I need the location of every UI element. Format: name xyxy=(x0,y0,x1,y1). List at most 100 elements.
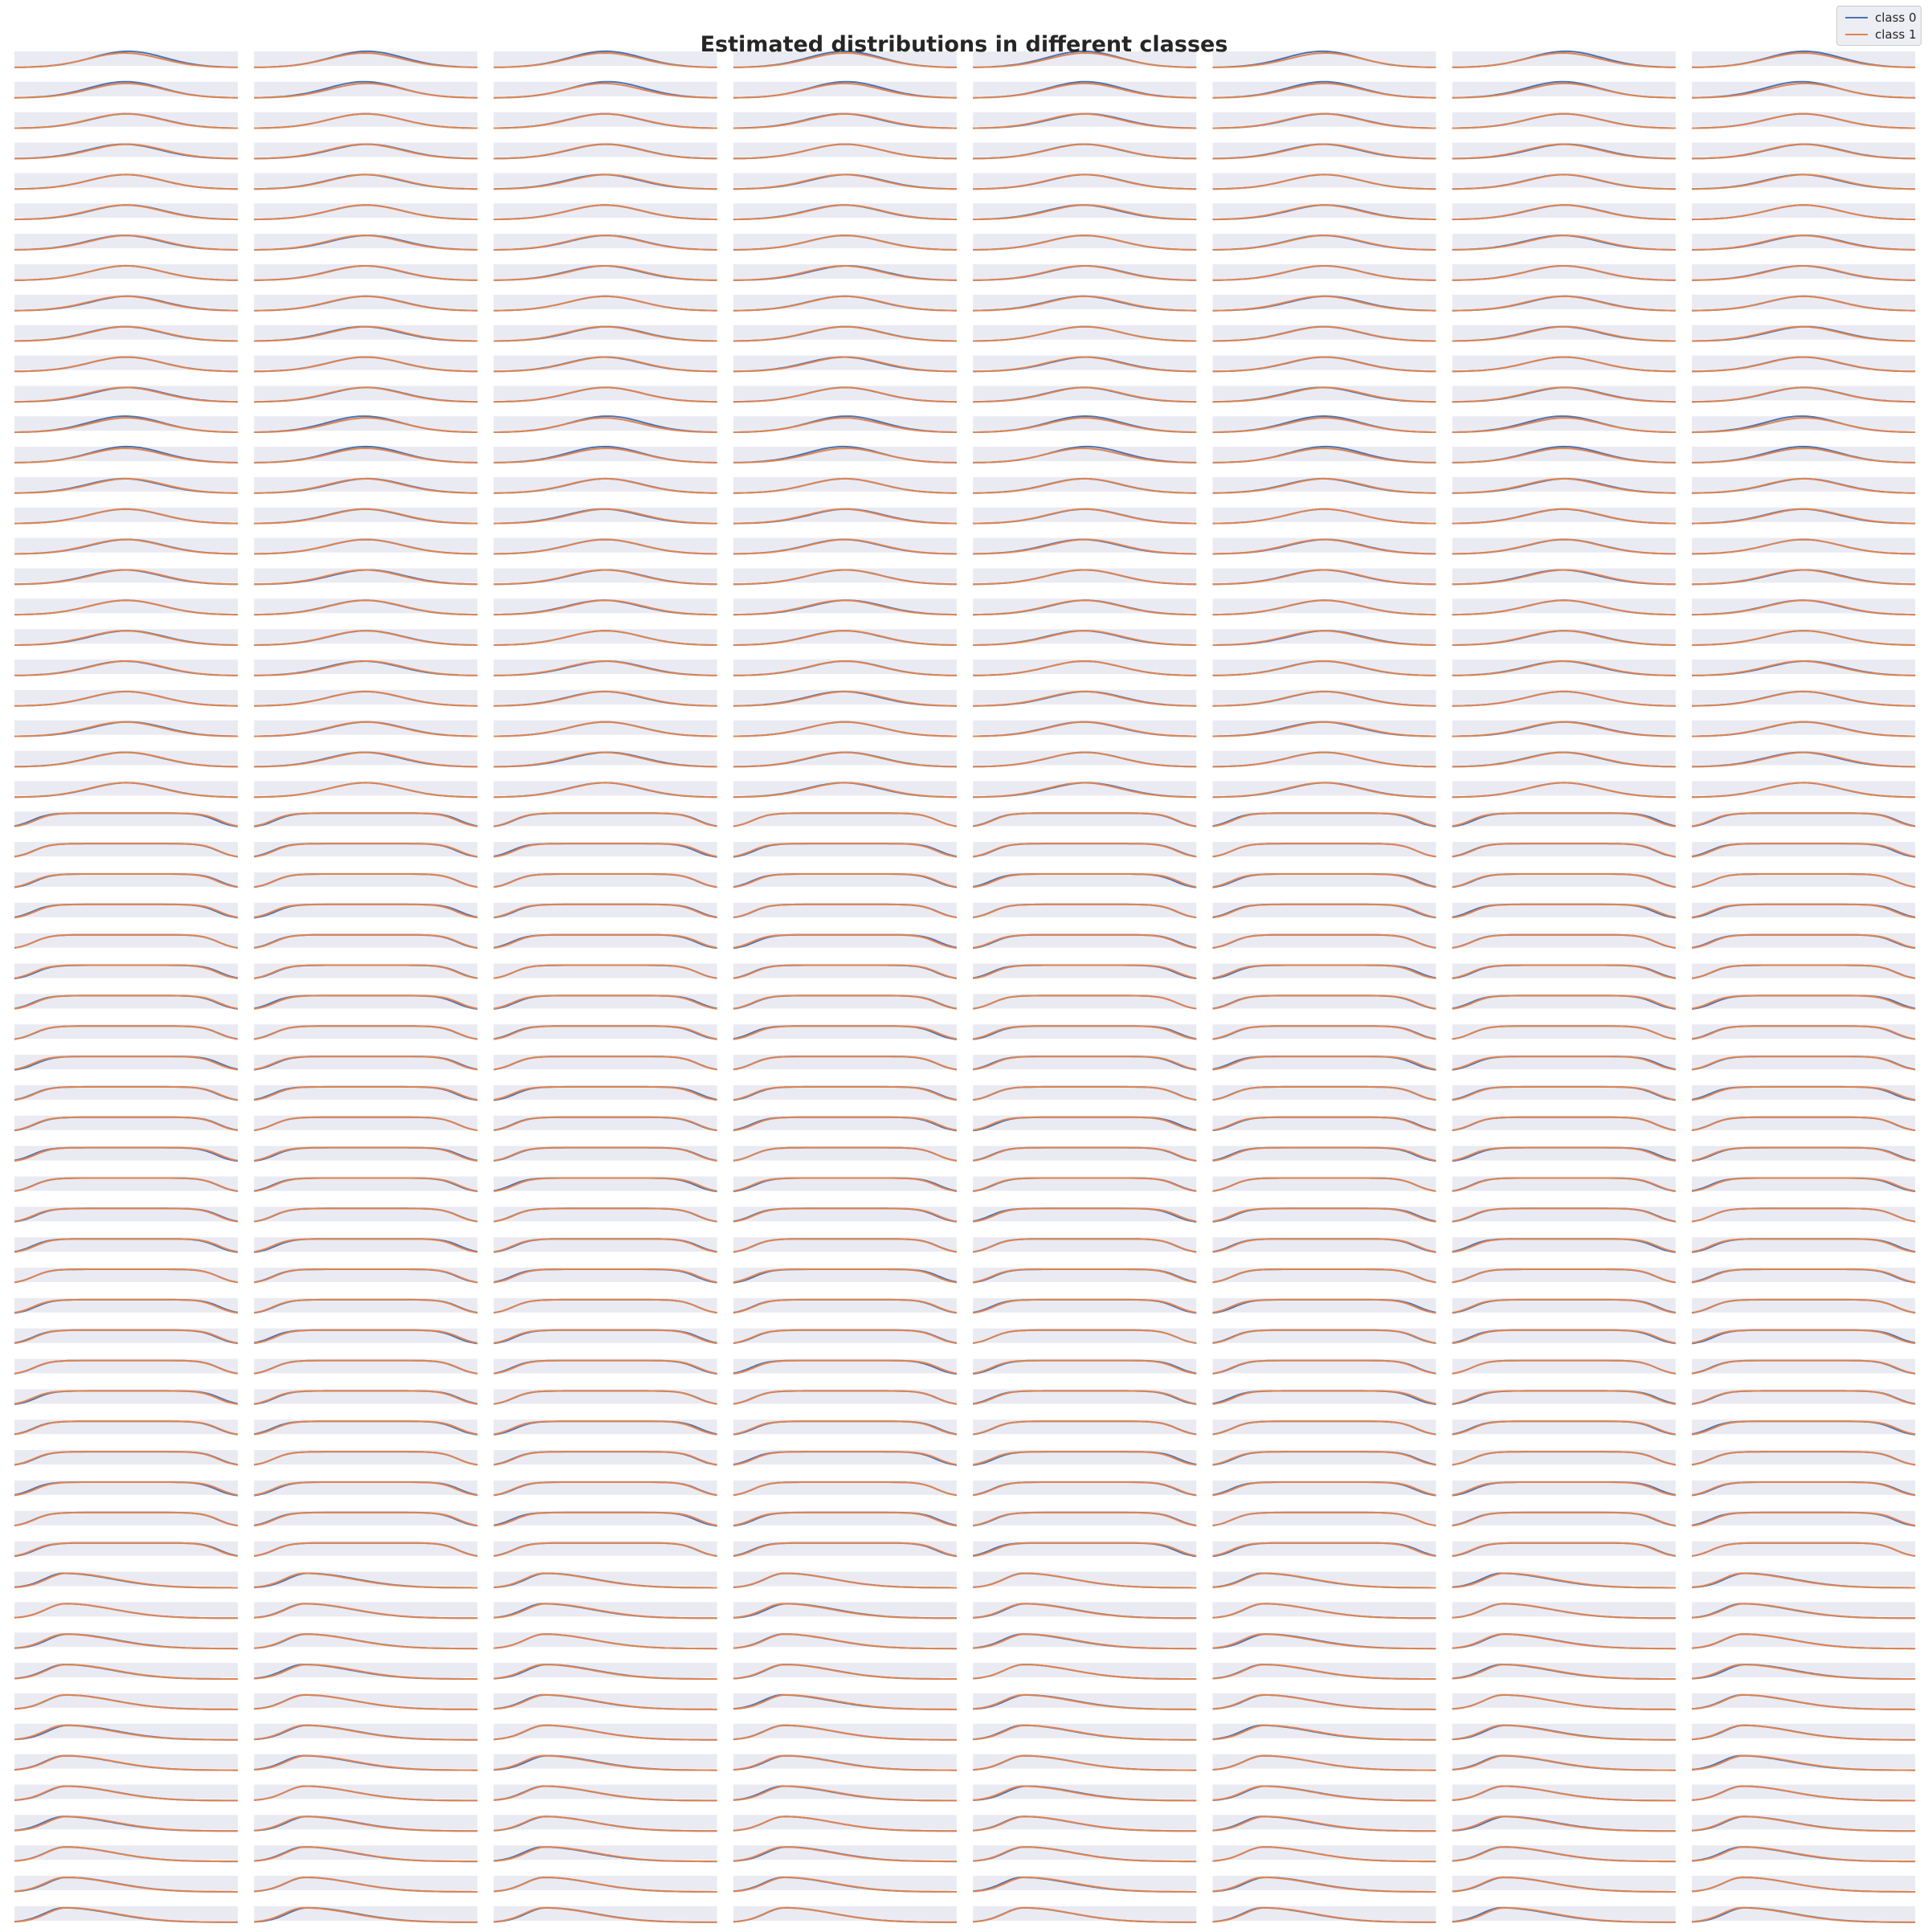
density-line-class-1 xyxy=(14,1390,239,1405)
panel-background xyxy=(1692,1176,1916,1191)
panel-background xyxy=(1692,1358,1916,1374)
density-line-class-1 xyxy=(733,82,957,99)
panel-background xyxy=(733,1207,957,1222)
density-line-class-1 xyxy=(14,1359,239,1374)
density-line-class-1 xyxy=(493,1603,717,1620)
density-line-class-1 xyxy=(14,1420,239,1436)
density-line-class-1 xyxy=(493,235,717,251)
panel-background xyxy=(973,1754,1197,1769)
panel-background xyxy=(254,1084,478,1100)
density-line-class-1 xyxy=(14,1846,238,1863)
panel-background xyxy=(1692,1876,1916,1890)
panel-background xyxy=(973,811,1197,827)
panel-background xyxy=(254,1115,478,1130)
density-line-class-1 xyxy=(493,903,717,919)
panel-background xyxy=(1212,1815,1436,1830)
density-line-class-1 xyxy=(254,52,478,68)
density-line-class-1 xyxy=(733,1298,958,1314)
density-line-class-1 xyxy=(254,265,478,281)
density-line-class-1 xyxy=(1212,1298,1436,1314)
panel-background xyxy=(973,963,1197,978)
panel-background xyxy=(1452,1268,1676,1282)
density-line-class-1 xyxy=(1212,903,1436,919)
density-line-class-1 xyxy=(254,1511,478,1527)
density-line-class-1 xyxy=(1452,295,1676,312)
density-line-class-1 xyxy=(1212,325,1436,342)
panel-background xyxy=(973,1602,1197,1617)
density-line-class-1 xyxy=(973,1846,1197,1863)
panel-background xyxy=(733,1084,957,1100)
panel-background xyxy=(1212,933,1436,948)
density-line-class-1 xyxy=(1452,1390,1676,1405)
density-line-class-1 xyxy=(733,174,957,190)
density-line-class-1 xyxy=(733,1238,958,1253)
panel-background xyxy=(1692,1510,1916,1526)
density-line-class-1 xyxy=(973,1754,1197,1771)
panel-background xyxy=(733,1845,957,1861)
density-line-class-1 xyxy=(1692,204,1916,221)
density-line-class-1 xyxy=(1692,174,1916,190)
density-line-class-1 xyxy=(493,1329,717,1345)
density-line-class-1 xyxy=(493,1451,717,1466)
panel-background xyxy=(14,1297,238,1313)
density-line-class-1 xyxy=(973,1177,1197,1192)
density-line-class-1 xyxy=(1452,1906,1676,1923)
density-line-class-1 xyxy=(14,964,239,979)
panel-background xyxy=(973,1784,1197,1799)
panel-background xyxy=(14,1693,238,1708)
panel-background xyxy=(733,1784,957,1799)
density-line-class-1 xyxy=(1692,143,1916,160)
panel-background xyxy=(1692,902,1916,917)
panel-background xyxy=(254,902,478,917)
panel-background xyxy=(1452,1419,1676,1435)
density-line-class-1 xyxy=(254,1664,478,1680)
density-line-class-1 xyxy=(493,204,717,221)
density-line-class-1 xyxy=(1452,204,1676,221)
density-line-class-1 xyxy=(973,690,1197,707)
density-line-class-1 xyxy=(973,295,1197,312)
density-line-class-1 xyxy=(254,1268,478,1284)
density-line-class-1 xyxy=(14,1664,238,1680)
density-line-class-1 xyxy=(1452,82,1676,99)
density-line-class-1 xyxy=(973,265,1197,281)
density-line-class-1 xyxy=(973,538,1197,555)
density-line-class-1 xyxy=(14,1511,239,1527)
density-line-class-1 xyxy=(14,1785,238,1802)
density-line-class-1 xyxy=(973,1420,1197,1436)
density-line-class-1 xyxy=(1452,1025,1676,1040)
panel-background xyxy=(493,1480,717,1495)
panel-background xyxy=(1452,1632,1676,1648)
density-line-class-1 xyxy=(733,721,957,737)
density-line-class-1 xyxy=(493,1177,717,1192)
density-line-class-1 xyxy=(733,325,957,342)
panel-background xyxy=(1452,1328,1676,1343)
density-line-class-1 xyxy=(733,1511,958,1527)
panel-background xyxy=(973,1663,1197,1678)
panel-background xyxy=(254,1784,478,1799)
density-line-class-1 xyxy=(1212,52,1436,68)
panel-background xyxy=(254,1602,478,1617)
panel-background xyxy=(1452,811,1676,827)
panel-background xyxy=(493,1024,717,1040)
density-line-class-1 xyxy=(14,1329,239,1345)
panel-background xyxy=(1692,1815,1916,1830)
panel-background xyxy=(733,1358,957,1374)
density-line-class-1 xyxy=(1212,1724,1436,1741)
density-line-class-1 xyxy=(1692,1906,1916,1923)
panel-background xyxy=(733,1176,957,1191)
panel-background xyxy=(14,1268,238,1282)
panel-background xyxy=(493,994,717,1009)
density-line-class-1 xyxy=(254,538,478,555)
density-line-class-1 xyxy=(493,1085,717,1101)
density-line-class-1 xyxy=(1692,1664,1916,1680)
density-line-class-1 xyxy=(1691,1542,1916,1557)
density-line-class-1 xyxy=(1212,1025,1436,1040)
density-line-class-1 xyxy=(254,1390,478,1405)
density-line-class-1 xyxy=(973,1146,1197,1162)
panel-background xyxy=(14,1480,238,1495)
density-line-class-1 xyxy=(1692,447,1916,464)
panel-background xyxy=(1452,1450,1676,1465)
panel-background xyxy=(1452,1480,1676,1495)
panel-background xyxy=(14,1419,238,1435)
density-line-class-1 xyxy=(254,690,478,707)
